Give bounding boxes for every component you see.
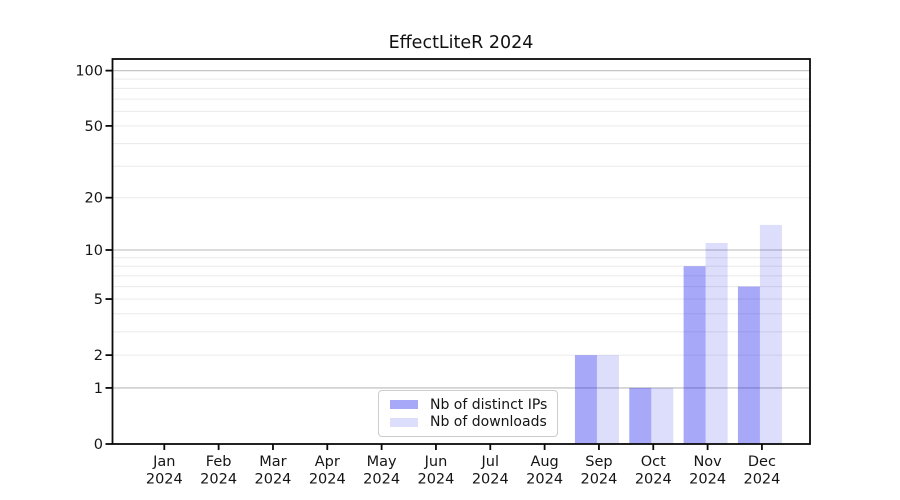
x-tick-label-month: Nov (693, 454, 722, 470)
bar-distinct-ips-sep (574, 355, 597, 444)
axis-frame (111, 58, 811, 445)
y-tick-label: 50 (85, 119, 103, 135)
x-tick-label-year: 2024 (146, 472, 183, 488)
y-tick-label: 2 (94, 348, 103, 364)
x-tick-label-year: 2024 (635, 472, 672, 488)
x-tick-label-month: Feb (206, 454, 232, 470)
bar-downloads-nov (705, 242, 728, 444)
bar-distinct-ips-oct (629, 387, 652, 444)
bar-distinct-ips-dec (737, 286, 760, 444)
x-tick-label-month: Jul (481, 454, 500, 470)
legend-swatch-distinct-ips (390, 400, 418, 410)
legend-swatch-downloads (390, 417, 418, 427)
x-tick-label-year: 2024 (255, 472, 292, 488)
y-tick-label: 1 (94, 381, 103, 397)
x-tick-label-month: Dec (748, 454, 776, 470)
x-tick-label-year: 2024 (689, 472, 726, 488)
y-tick-label: 10 (85, 243, 103, 259)
y-tick-label: 0 (94, 437, 103, 453)
y-tick-label: 20 (85, 191, 103, 207)
chart-title: EffectLiteR 2024 (388, 33, 534, 53)
legend-item-distinct-ips: Nb of distinct IPs (390, 396, 547, 414)
x-tick-label-year: 2024 (580, 472, 617, 488)
x-tick-label-month: Oct (641, 454, 666, 470)
x-tick-label-month: Apr (315, 454, 340, 470)
y-tick-label: 100 (75, 64, 103, 80)
x-tick-label-month: Jun (424, 454, 448, 470)
x-tick-label-year: 2024 (743, 472, 780, 488)
legend-item-downloads: Nb of downloads (390, 414, 547, 432)
x-tick-label-month: Jan (152, 454, 175, 470)
bar-downloads-dec (759, 224, 782, 444)
y-tick-label: 5 (94, 292, 103, 308)
legend: Nb of distinct IPs Nb of downloads (378, 390, 559, 437)
x-tick-label-year: 2024 (200, 472, 237, 488)
x-tick-label-month: Sep (585, 454, 612, 470)
x-tick-label-month: May (367, 454, 397, 470)
bar-downloads-sep (596, 355, 619, 444)
legend-label-downloads: Nb of downloads (430, 414, 547, 431)
x-tick-label-year: 2024 (309, 472, 346, 488)
legend-label-distinct-ips: Nb of distinct IPs (430, 396, 548, 413)
x-tick-label-month: Mar (259, 454, 286, 470)
x-tick-label-year: 2024 (363, 472, 400, 488)
bar-distinct-ips-nov (683, 266, 706, 444)
x-tick-label-month: Aug (530, 454, 558, 470)
x-tick-label-year: 2024 (417, 472, 454, 488)
x-tick-label-year: 2024 (526, 472, 563, 488)
bar-downloads-oct (651, 387, 674, 444)
x-tick-label-year: 2024 (472, 472, 509, 488)
